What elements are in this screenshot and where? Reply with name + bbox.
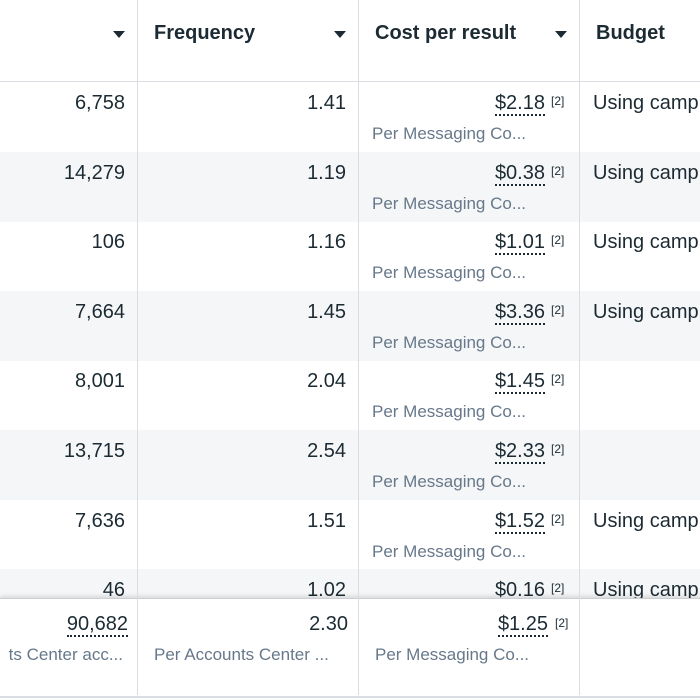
table-row: 106 1.16 $1.01 [2] Per Messaging Co... Using …	[0, 221, 700, 291]
cost-note: [2]	[551, 163, 565, 178]
sort-arrow[interactable]	[334, 31, 346, 38]
cost-note: [2]	[551, 511, 565, 526]
cost-subtext: Per Messaging Co...	[372, 193, 527, 213]
cost-value[interactable]: $1.01	[494, 231, 545, 256]
column-header[interactable]: Budget	[596, 22, 665, 44]
reach-value: 14,279	[63, 161, 125, 184]
column-header[interactable]: Cost per result	[375, 22, 517, 44]
column-divider	[358, 0, 359, 695]
cost-value[interactable]: $0.38	[494, 161, 545, 186]
cost-value[interactable]: $1.52	[494, 509, 545, 534]
frequency-value: 2.54	[307, 440, 346, 462]
total-cost-subtext: Per Messaging Co...	[375, 645, 530, 664]
frequency-value: 1.02	[307, 579, 346, 602]
total-frequency: 2.30	[309, 613, 348, 635]
total-cost-note: [2]	[555, 616, 569, 630]
cost-subtext: Per Messaging Co...	[372, 541, 527, 561]
table-row: 7,664 1.45 $3.36 [2] Per Messaging Co... Usin…	[0, 290, 700, 361]
total-reach[interactable]: 90,682	[66, 613, 128, 637]
table-row: 6,758 1.41 $2.18 [2] Per Messaging Co... Usin…	[0, 82, 700, 152]
reach-value: 46	[102, 579, 125, 602]
table-row: 7,636 1.51 $1.52 [2] Per Messaging Co... Usin…	[0, 500, 700, 570]
cost-value[interactable]: $1.45	[494, 370, 545, 395]
table-row: 8,001 2.04 $1.45 [2] Per Messaging Co...	[0, 360, 700, 430]
cost-note: [2]	[551, 442, 565, 456]
total-cost[interactable]: $1.25	[497, 613, 548, 637]
sort-arrow[interactable]	[555, 31, 567, 38]
cost-value[interactable]: $2.33	[494, 440, 545, 464]
budget-value: Using camp	[593, 92, 699, 114]
column-header[interactable]: Frequency	[154, 22, 256, 44]
table-row: 14,279 1.19 $0.38 [2] Per Messaging Co... Usi…	[0, 151, 700, 222]
frequency-value: 1.16	[307, 231, 346, 254]
table-row: 13,715 2.54 $2.33 [2] Per Messaging Co...	[0, 430, 700, 500]
reach-value: 7,664	[74, 300, 125, 323]
cost-subtext: Per Messaging Co...	[372, 124, 527, 143]
frequency-value: 1.19	[307, 161, 346, 184]
total-frequency-subtext: Per Accounts Center ...	[154, 645, 329, 664]
cost-subtext: Per Messaging Co...	[372, 263, 527, 283]
cost-value[interactable]: $3.36	[494, 300, 545, 325]
budget-value: Using camp	[593, 161, 699, 184]
cost-note: [2]	[551, 581, 565, 596]
column-divider	[137, 0, 138, 695]
reach-value: 7,636	[74, 509, 125, 532]
total-reach-subtext: ts Center acc...	[8, 645, 123, 664]
cost-note: [2]	[551, 302, 565, 317]
reach-value: 8,001	[74, 370, 125, 393]
frequency-value: 1.51	[307, 509, 346, 532]
sort-arrow[interactable]	[113, 31, 125, 38]
reach-value: 13,715	[63, 440, 125, 462]
frequency-value: 1.45	[307, 300, 346, 323]
cost-note: [2]	[551, 233, 565, 248]
budget-value: Using camp	[593, 231, 699, 254]
frequency-value: 1.41	[307, 92, 346, 114]
header-row	[0, 0, 700, 82]
cost-value[interactable]: $2.18	[494, 92, 545, 116]
column-divider	[579, 0, 580, 695]
budget-value: Using camp	[593, 509, 699, 532]
cost-subtext: Per Messaging Co...	[372, 332, 527, 352]
cost-note: [2]	[551, 372, 565, 387]
cost-note: [2]	[551, 94, 565, 108]
totals-row: 90,682 ts Center acc... 2.30 Per Accounts C…	[0, 598, 700, 698]
reach-value: 106	[91, 231, 125, 254]
reach-value: 6,758	[74, 92, 125, 114]
budget-value: Using camp	[593, 300, 699, 323]
cost-subtext: Per Messaging Co...	[372, 402, 527, 422]
budget-value: Using camp	[593, 579, 699, 602]
cost-subtext: Per Messaging Co...	[372, 472, 527, 491]
frequency-value: 2.04	[307, 370, 346, 393]
